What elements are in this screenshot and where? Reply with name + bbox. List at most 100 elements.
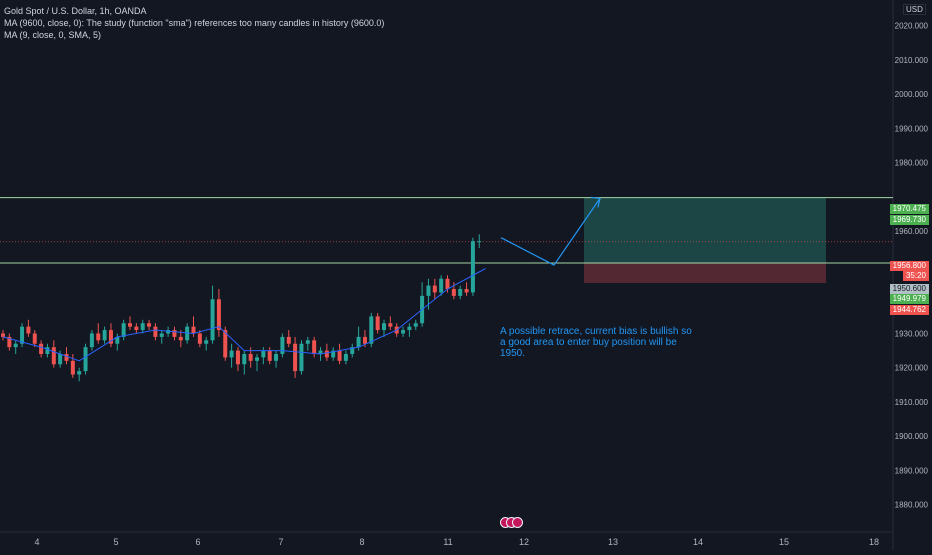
candle-body xyxy=(382,323,386,331)
x-tick-label: 14 xyxy=(693,537,703,547)
candle-body xyxy=(337,350,342,361)
candle-body xyxy=(293,343,298,372)
price-tag-entry: 1950.600 xyxy=(889,284,929,294)
candle-body xyxy=(191,326,196,334)
y-tick-label: 2010.000 xyxy=(895,56,929,65)
x-tick-label: 12 xyxy=(519,537,529,547)
candle-body xyxy=(343,354,348,361)
candle-body xyxy=(108,330,113,344)
candle-body xyxy=(96,333,101,341)
candle-body xyxy=(7,336,12,348)
candle-body xyxy=(147,323,152,327)
candle-body xyxy=(64,354,69,361)
x-tick-label: 5 xyxy=(113,537,118,547)
candle-body xyxy=(375,316,380,331)
trade-annotation[interactable]: A possible retrace, current bias is bull… xyxy=(500,326,692,359)
price-tag-stop: 1944.762 xyxy=(889,305,929,315)
ma-line[interactable] xyxy=(2,268,486,362)
candle-body xyxy=(318,350,323,354)
candle-body xyxy=(197,333,202,344)
candle-body xyxy=(242,354,247,365)
candle-body xyxy=(470,241,475,293)
candle-body xyxy=(83,347,88,372)
candle-body xyxy=(401,330,406,334)
y-tick-label: 1900.000 xyxy=(895,432,929,441)
x-tick-label: 11 xyxy=(443,537,452,547)
candle-body xyxy=(229,350,234,358)
price-tag-entry-line: 1949.979 xyxy=(889,294,929,304)
price-tag-current: 1956.800 xyxy=(889,261,929,271)
candle-body xyxy=(159,333,164,337)
candle-body xyxy=(115,336,120,344)
candle-body xyxy=(223,330,228,358)
candle-body xyxy=(153,326,158,337)
y-tick-label: 2020.000 xyxy=(895,22,929,31)
candle-body xyxy=(362,336,367,344)
event-flag-icon[interactable] xyxy=(512,517,523,528)
candle-body xyxy=(128,323,132,327)
y-tick-label: 2000.000 xyxy=(895,90,929,99)
x-tick-label: 13 xyxy=(608,537,618,547)
y-tick-label: 1910.000 xyxy=(895,398,929,407)
price-tag-target: 1969.730 xyxy=(889,215,929,225)
candle-body xyxy=(210,299,215,341)
projection-path[interactable] xyxy=(500,198,601,266)
candle-body xyxy=(178,336,183,341)
candle-body xyxy=(77,371,82,375)
candle-body xyxy=(413,323,418,327)
loss-zone[interactable] xyxy=(584,263,826,283)
candle-body xyxy=(286,336,291,344)
candle-body xyxy=(70,360,75,375)
candle-body xyxy=(445,278,450,290)
ma-legend-2[interactable]: MA (9, close, 0, SMA, 5) xyxy=(4,30,102,40)
y-tick-label: 1960.000 xyxy=(895,227,929,236)
candle-body xyxy=(20,326,25,344)
candle-body xyxy=(324,350,329,358)
candle-body xyxy=(350,347,355,354)
candle-body xyxy=(51,347,56,365)
x-tick-label: 8 xyxy=(359,537,364,547)
candle-body xyxy=(58,354,63,365)
candle-body xyxy=(407,326,412,331)
y-tick-label: 1880.000 xyxy=(895,500,929,509)
price-tag-target-upper: 1970.475 xyxy=(889,204,929,214)
currency-label[interactable]: USD xyxy=(903,4,926,15)
candle-body xyxy=(32,333,37,344)
candle-body xyxy=(439,278,444,293)
candle-body xyxy=(45,347,50,354)
candle-body xyxy=(458,289,463,296)
candle-body xyxy=(432,285,437,293)
candle-body xyxy=(255,357,259,361)
projection-arrowhead xyxy=(590,196,601,208)
candle-body xyxy=(388,323,393,327)
candle-body xyxy=(216,299,221,331)
x-tick-label: 4 xyxy=(34,537,39,547)
ma-legend-1[interactable]: MA (9600, close, 0): The study (function… xyxy=(4,18,385,28)
candle-body xyxy=(140,323,145,331)
candle-body xyxy=(204,340,209,344)
y-tick-label: 1990.000 xyxy=(895,124,929,133)
candle-body xyxy=(1,333,5,337)
candle-body xyxy=(166,330,171,334)
candle-body xyxy=(426,285,431,296)
y-tick-label: 1980.000 xyxy=(895,158,929,167)
candle-body xyxy=(356,336,361,348)
candle-body xyxy=(331,350,336,358)
candle-body xyxy=(274,354,279,361)
y-tick-label: 1890.000 xyxy=(895,466,929,475)
candle-body xyxy=(261,350,266,358)
candle-body xyxy=(477,241,482,243)
symbol-title: Gold Spot / U.S. Dollar, 1h, OANDA xyxy=(4,6,147,16)
candle-body xyxy=(26,326,31,334)
candle-body xyxy=(464,289,469,293)
x-tick-label: 6 xyxy=(195,537,200,547)
candle-body xyxy=(369,316,374,344)
candle-body xyxy=(134,326,139,331)
profit-zone[interactable] xyxy=(584,197,826,264)
candle-body xyxy=(248,354,253,361)
candle-body xyxy=(13,343,18,348)
candle-body xyxy=(280,336,285,354)
x-tick-label: 7 xyxy=(278,537,283,547)
